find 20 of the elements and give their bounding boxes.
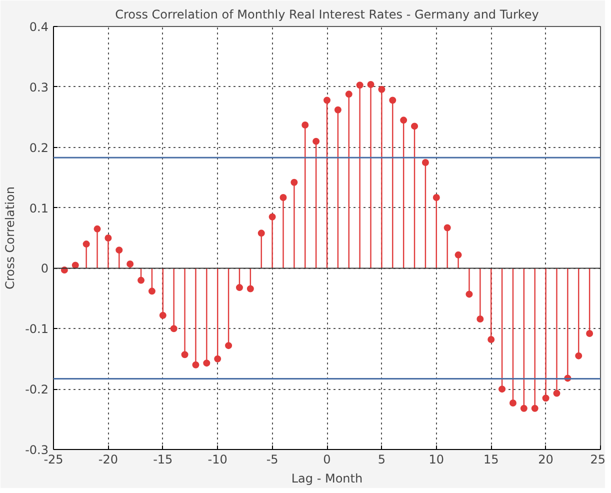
x-tick-label: -15 <box>153 452 173 466</box>
y-tick-label: 0.3 <box>29 80 49 94</box>
y-tick-label: 0.4 <box>29 20 49 34</box>
x-tick-label: 25 <box>590 452 606 466</box>
y-tick-label: -0.2 <box>25 382 49 397</box>
chart-title: Cross Correlation of Monthly Real Interest Rates - Germany and Turkey <box>115 8 539 22</box>
x-tick-label: 10 <box>428 452 444 466</box>
x-tick-label: -5 <box>266 452 278 466</box>
y-axis-title: Cross Correlation <box>3 186 18 290</box>
y-tick-label: 0 <box>40 262 49 276</box>
x-tick-label: 15 <box>483 452 499 466</box>
x-tick-label: -20 <box>98 452 118 466</box>
y-tick-label: 0.1 <box>29 201 49 216</box>
y-tick-label: 0.2 <box>29 140 49 155</box>
x-axis-title: Lag - Month <box>291 472 363 486</box>
x-tick-label: 5 <box>378 452 386 466</box>
x-tick-label: 0 <box>323 452 331 466</box>
x-tick-label: 20 <box>538 452 554 466</box>
y-tick-label: -0.1 <box>25 322 49 336</box>
x-tick-label: -10 <box>208 452 228 466</box>
